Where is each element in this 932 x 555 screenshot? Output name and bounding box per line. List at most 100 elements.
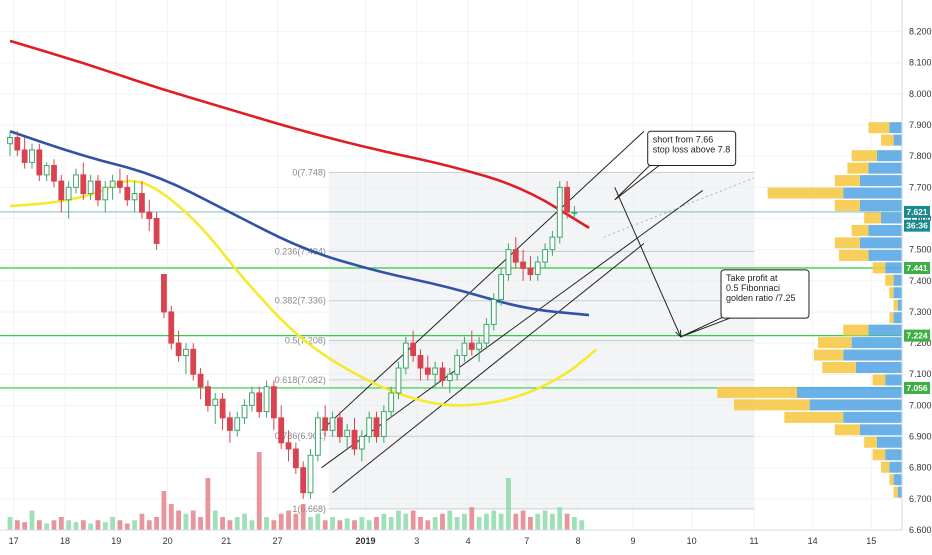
candle-body — [402, 342, 409, 369]
x-tick-label: 21 — [221, 536, 231, 546]
profile-bar-sell — [818, 337, 852, 349]
volume-bar — [264, 517, 269, 530]
volume-bar — [520, 510, 526, 530]
profile-bar-sell — [813, 349, 844, 361]
candle-body — [358, 436, 365, 450]
candle-body — [175, 342, 182, 357]
y-tick-label: 7.200 — [909, 338, 932, 348]
volume-bar — [44, 523, 50, 530]
fib-level-label: 0(7.748) — [292, 167, 326, 177]
volume-bar — [146, 520, 152, 530]
volume-bar — [550, 513, 555, 530]
candle-body — [219, 398, 226, 419]
volume-bar — [572, 517, 577, 530]
candle-body — [549, 236, 556, 251]
candle-body — [571, 211, 578, 214]
channel-line-upper — [321, 130, 645, 431]
profile-bar-sell — [868, 122, 890, 134]
volume-bar — [183, 513, 189, 530]
profile-bar-sell — [893, 486, 898, 498]
candle-body — [234, 417, 241, 431]
fib-level-label: 1(6.668) — [292, 504, 326, 514]
candle-body — [314, 417, 321, 456]
volume-bar — [176, 510, 181, 530]
take-profit-note-text: Take profit at — [726, 273, 778, 283]
profile-bar-buy — [885, 374, 902, 386]
profile-bar-sell — [847, 162, 869, 174]
volume-bar — [418, 517, 423, 530]
profile-bar-buy — [897, 486, 902, 498]
profile-bar-sell — [734, 399, 810, 411]
volume-bar — [374, 517, 379, 530]
profile-bar-buy — [889, 122, 902, 134]
fibonacci-retracement: 0(7.748)0.236(7.494)0.382(7.336)0.5(7.20… — [275, 167, 754, 514]
candle-body — [241, 404, 248, 419]
take-profit-note-pointer — [680, 315, 736, 338]
volume-bar — [124, 523, 130, 530]
profile-bar-sell — [872, 449, 886, 461]
y-tick-label: 6.600 — [909, 525, 932, 535]
candle-body — [322, 417, 329, 431]
profile-bar-buy — [876, 436, 902, 448]
volume-bar — [506, 478, 511, 530]
candle-body — [512, 249, 519, 263]
price-badge — [904, 262, 930, 275]
volume-profile — [717, 122, 902, 498]
candles — [7, 131, 578, 499]
profile-bar-sell — [784, 411, 844, 423]
profile-bar-buy — [809, 399, 902, 411]
y-tick-label: 7.600 — [909, 213, 932, 223]
price-badge-label: 7.056 — [906, 383, 928, 393]
candle-body — [439, 367, 446, 381]
volume-bar — [73, 522, 79, 530]
y-tick-label: 6.800 — [909, 463, 932, 473]
candle-body — [161, 274, 167, 313]
volume-bar — [322, 520, 328, 530]
profile-bar-sell — [834, 175, 860, 187]
volume-bar — [344, 518, 350, 530]
price-badge — [904, 329, 930, 342]
volume-bar — [447, 510, 453, 530]
volume-bar — [484, 513, 489, 530]
volume-bar — [308, 517, 313, 530]
profile-bar-sell — [864, 212, 881, 224]
volume-bar — [440, 513, 445, 530]
profile-bar-buy — [860, 175, 902, 187]
volume-bar — [330, 517, 335, 530]
profile-bar-sell — [822, 362, 856, 374]
candle-body — [256, 392, 263, 413]
x-tick-label: 8 — [576, 536, 581, 546]
volume-bar — [337, 520, 343, 530]
volume-bar — [29, 510, 35, 530]
profile-bar-sell — [834, 200, 860, 212]
volume-bar — [432, 517, 438, 530]
profile-bar-buy — [881, 212, 902, 224]
volume-bar — [161, 491, 167, 530]
profile-bar-sell — [839, 249, 869, 261]
candle-body — [424, 367, 431, 375]
candle-body — [542, 249, 548, 263]
y-tick-label: 8.200 — [909, 27, 932, 37]
candle-body — [432, 367, 439, 375]
volume-bar — [36, 520, 42, 530]
candle-body — [534, 261, 541, 276]
candle-body — [190, 348, 197, 375]
volume-bar — [278, 513, 284, 530]
x-tick-label: 14 — [808, 536, 818, 546]
volume-bar — [476, 517, 482, 530]
x-tick-label: 15 — [866, 536, 876, 546]
profile-bar-buy — [893, 274, 902, 286]
y-tick-label: 7.900 — [909, 120, 932, 130]
x-tick-label: 11 — [749, 536, 758, 546]
profile-bar-sell — [893, 299, 898, 311]
x-tick-label: 20 — [163, 536, 173, 546]
volume-bar — [366, 520, 372, 530]
y-tick-label: 7.100 — [909, 369, 932, 379]
x-tick-label: 3 — [414, 536, 419, 546]
price-badge — [904, 381, 930, 394]
profile-bar-sell — [885, 274, 894, 286]
volume-bar — [256, 452, 262, 530]
x-tick-label: 27 — [273, 536, 283, 546]
price-badge-label: 7.621 — [906, 207, 928, 217]
